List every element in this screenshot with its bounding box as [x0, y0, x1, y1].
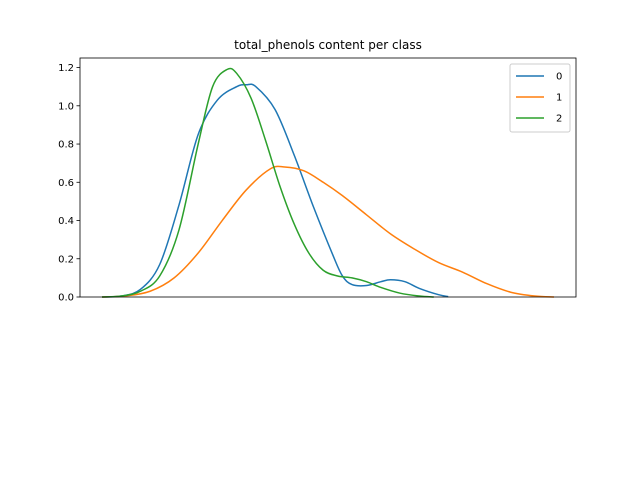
y-axis: 0.0 0.2 0.4 0.6 0.8 1.0 1.2 — [58, 63, 80, 304]
y-tick-label: 0.8 — [58, 140, 74, 151]
series-line-1 — [101, 165, 555, 298]
chart-title: total_phenols content per class — [234, 38, 422, 52]
y-tick-label: 0.4 — [58, 216, 74, 227]
y-tick-label: 1.2 — [58, 63, 74, 74]
y-tick-label: 0.6 — [58, 178, 74, 189]
series-line-2 — [101, 67, 434, 298]
y-tick-label: 0.0 — [58, 293, 74, 304]
legend-box — [509, 63, 571, 133]
legend: 0 1 2 — [509, 63, 571, 133]
y-tick-label: 1.0 — [58, 101, 74, 112]
plot-area — [79, 57, 577, 298]
legend-label-1: 1 — [556, 93, 562, 104]
axes-frame — [79, 57, 577, 298]
y-tick-label: 0.2 — [58, 254, 74, 265]
series-line-0 — [101, 83, 449, 298]
legend-label-0: 0 — [556, 72, 562, 83]
legend-label-2: 2 — [556, 114, 562, 125]
